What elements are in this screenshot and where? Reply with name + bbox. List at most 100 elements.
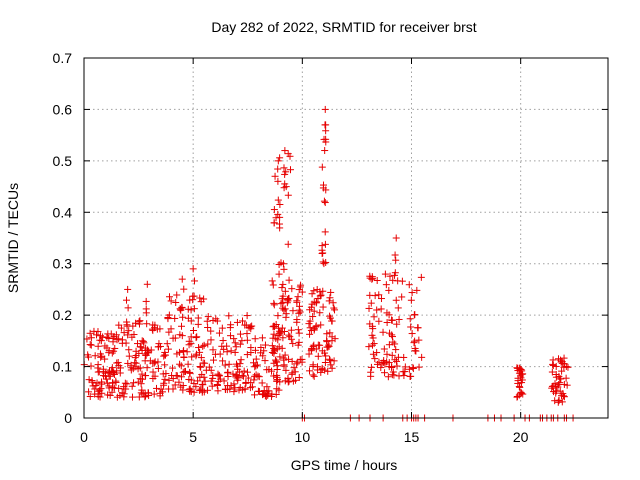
data-point <box>255 373 263 381</box>
data-point <box>136 364 144 372</box>
data-point <box>385 286 393 294</box>
data-point <box>381 270 389 278</box>
data-point <box>289 340 297 348</box>
data-point <box>398 293 406 301</box>
data-point <box>373 276 381 284</box>
data-point <box>518 376 526 384</box>
data-point <box>142 297 150 305</box>
data-point <box>375 317 383 325</box>
data-point <box>295 338 303 346</box>
data-point <box>269 281 277 289</box>
data-point <box>117 324 125 332</box>
data-point <box>127 366 135 374</box>
data-point <box>190 388 198 396</box>
data-point <box>415 336 423 344</box>
data-point <box>194 320 202 328</box>
data-point <box>138 370 146 378</box>
x-tick-label: 20 <box>513 429 529 445</box>
data-point <box>284 240 292 248</box>
data-point <box>109 383 117 391</box>
data-point <box>200 341 208 349</box>
data-point <box>92 331 100 339</box>
data-point <box>270 330 278 338</box>
data-point <box>392 256 400 264</box>
x-tick-label: 0 <box>80 429 88 445</box>
data-point <box>239 372 247 380</box>
data-point <box>551 397 559 405</box>
data-point <box>270 206 278 214</box>
data-point <box>230 335 238 343</box>
data-point <box>173 372 181 380</box>
data-point <box>295 329 303 337</box>
data-point <box>123 321 131 329</box>
data-point <box>125 327 133 335</box>
data-point <box>310 307 318 315</box>
data-point <box>289 377 297 385</box>
data-point <box>220 377 228 385</box>
data-point <box>118 336 126 344</box>
data-point <box>401 368 409 376</box>
data-point <box>244 374 252 382</box>
data-point <box>405 281 413 289</box>
data-point <box>280 306 288 314</box>
data-point <box>122 296 130 304</box>
data-point <box>181 368 189 376</box>
data-point <box>323 330 331 338</box>
data-point <box>382 281 390 289</box>
data-point <box>179 313 187 321</box>
data-point <box>178 322 186 330</box>
data-point <box>234 374 242 382</box>
data-point <box>150 390 158 398</box>
data-point <box>209 346 217 354</box>
data-point <box>234 365 242 373</box>
data-point <box>269 334 277 342</box>
data-point <box>213 382 221 390</box>
data-point <box>240 367 248 375</box>
data-point <box>132 347 140 355</box>
data-point <box>549 356 557 364</box>
data-point <box>418 353 426 361</box>
data-point <box>189 327 197 335</box>
data-point <box>199 342 207 350</box>
data-point <box>388 333 396 341</box>
data-point <box>251 346 259 354</box>
data-point <box>169 364 177 372</box>
data-point <box>124 331 132 339</box>
data-point <box>248 383 256 391</box>
data-point <box>218 324 226 332</box>
data-point <box>285 276 293 284</box>
data-point <box>560 393 568 401</box>
data-point <box>213 317 221 325</box>
data-point <box>405 365 413 373</box>
data-point <box>294 293 302 301</box>
data-point <box>121 379 129 387</box>
data-point <box>367 363 375 371</box>
data-point <box>310 372 318 380</box>
data-point <box>238 372 246 380</box>
data-point <box>99 365 107 373</box>
data-point <box>406 372 414 380</box>
data-point <box>317 291 325 299</box>
data-point <box>150 359 158 367</box>
data-point <box>554 383 562 391</box>
data-point <box>83 335 91 343</box>
data-point <box>284 191 292 199</box>
data-point <box>385 341 393 349</box>
data-point <box>194 314 202 322</box>
data-point <box>153 325 161 333</box>
data-point <box>161 351 169 359</box>
data-point <box>115 384 123 392</box>
data-point <box>274 312 282 320</box>
data-point <box>163 340 171 348</box>
x-tick-label: 15 <box>404 429 420 445</box>
data-point <box>367 368 375 376</box>
data-point <box>391 340 399 348</box>
data-point <box>514 379 522 387</box>
data-point <box>192 334 200 342</box>
data-point <box>87 341 95 349</box>
data-point <box>307 326 315 334</box>
data-point <box>549 388 557 396</box>
data-point <box>166 293 174 301</box>
data-point <box>252 355 260 363</box>
data-point <box>276 200 284 208</box>
